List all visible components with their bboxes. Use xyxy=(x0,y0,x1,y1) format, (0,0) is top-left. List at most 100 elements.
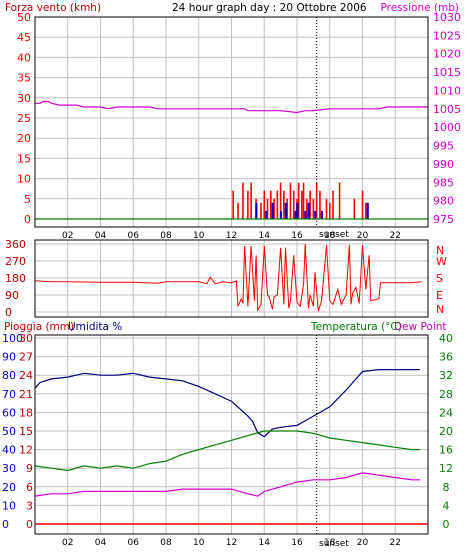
panel1-xtick-label: 12 xyxy=(226,231,237,241)
panel1-wind-bar xyxy=(279,210,283,219)
panel1-right-label: Pressione (mb) xyxy=(380,2,459,14)
panel1-gust-bar xyxy=(332,190,334,219)
panel1-gust-bar xyxy=(306,198,308,219)
panel1-gust-bar xyxy=(302,182,305,219)
panel3-ytick-temp: 28 xyxy=(439,388,453,401)
panel1-gust-bar xyxy=(292,190,295,219)
panel1-xtick-label: 08 xyxy=(160,231,172,241)
panel3-xtick-label: 02 xyxy=(62,538,73,548)
panel3-ytick-rain: 15 xyxy=(19,425,33,438)
panel1-wind-bar xyxy=(294,210,297,219)
panel3-ytick-temp: 0 xyxy=(443,518,450,531)
panel2-compass-label: N xyxy=(436,244,444,257)
panel1-wind-bar xyxy=(304,210,307,219)
panel1-sunset-label: sunset xyxy=(319,230,349,240)
panel3-ytick-temp: 20 xyxy=(439,425,453,438)
panel3-xtick-label: 04 xyxy=(95,538,107,548)
panel3-ytick-temp: 4 xyxy=(443,499,450,512)
panel1-ytick-right: 990 xyxy=(433,158,454,171)
panel3-xtick-label: 06 xyxy=(128,538,140,548)
panel3-ytick-rain: 21 xyxy=(19,388,33,401)
panel3-ytick-temp: 24 xyxy=(439,406,453,419)
panel2-frame xyxy=(34,239,429,318)
panel1-xtick-label: 18 xyxy=(324,231,336,241)
panel1-gust-bar xyxy=(279,182,282,219)
panel1-xtick-label: 06 xyxy=(128,231,140,241)
panel3-ytick-rain: 3 xyxy=(26,499,33,512)
panel1-ytick-left: 15 xyxy=(17,152,31,165)
panel3-ytick-humidity: 90 xyxy=(2,351,16,364)
panel1-pressure-line xyxy=(35,100,428,114)
panel2-ytick: 270 xyxy=(5,255,26,268)
panel1-gust-bar xyxy=(242,182,244,219)
panel1-gust-bar xyxy=(338,182,341,219)
panel1-xtick-label: 04 xyxy=(95,231,107,241)
panel1-ytick-right: 1000 xyxy=(433,121,461,134)
panel3-dew-label: Dew Point xyxy=(394,321,447,333)
panel1-gust-bar xyxy=(353,198,356,219)
panel2-compass-label: W xyxy=(436,255,447,268)
panel3-ytick-rain: 30 xyxy=(19,332,33,345)
panel3-ytick-humidity: 0 xyxy=(2,518,9,531)
panel1-xtick-label: 20 xyxy=(357,231,369,241)
panel3-humidity-line xyxy=(34,369,420,438)
panel3-humidity-label: Umidita % xyxy=(68,321,122,333)
panel1-xtick-label: 16 xyxy=(291,231,303,241)
panel3-rain-label: Pioggia (mm) xyxy=(4,321,74,333)
panel3-frame xyxy=(34,334,429,535)
panel1-wind-bar xyxy=(271,202,274,219)
panel3-ytick-temp: 40 xyxy=(439,332,453,345)
panel1-ytick-right: 1015 xyxy=(433,66,461,79)
panel1-ytick-left: 0 xyxy=(24,213,31,226)
panel3-ytick-temp: 16 xyxy=(439,444,453,457)
panel1-xtick-label: 02 xyxy=(62,231,73,241)
panel3-ytick-humidity: 100 xyxy=(2,332,23,345)
panel1-ytick-right: 995 xyxy=(433,140,454,153)
panel2-ytick: 0 xyxy=(5,306,12,319)
panel2-compass-label: S xyxy=(436,272,443,285)
panel1-gust-bar xyxy=(361,190,364,219)
panel1-gust-bar xyxy=(270,190,272,219)
panel3-xtick-label: 22 xyxy=(390,538,401,548)
panel1-ytick-left: 45 xyxy=(17,31,31,44)
panel1-gust-bar xyxy=(247,190,249,219)
panel1-gust-bar xyxy=(325,198,328,219)
panel3-ytick-humidity: 60 xyxy=(2,406,16,419)
panel3-ytick-humidity: 80 xyxy=(2,369,16,382)
panel3-ytick-humidity: 30 xyxy=(2,462,16,475)
panel1-wind-bar xyxy=(284,202,287,219)
panel3-ytick-rain: 12 xyxy=(19,444,33,457)
panel2-ytick: 90 xyxy=(5,289,19,302)
panel1-xtick-label: 10 xyxy=(193,231,205,241)
panel3-ytick-temp: 36 xyxy=(439,351,453,364)
panel1-wind-bar xyxy=(366,202,369,219)
panel1-ytick-left: 35 xyxy=(17,72,31,85)
panel3-temp-label: Temperatura (°C) xyxy=(310,321,402,333)
panel1-title: 24 hour graph day : 20 Ottobre 2006 xyxy=(172,2,367,14)
panel1-ytick-left: 25 xyxy=(17,112,31,125)
panel1-gust-bar xyxy=(315,182,318,219)
panel2-ytick: 180 xyxy=(5,272,26,285)
panel3-xtick-label: 18 xyxy=(324,538,336,548)
panel1-gust-bar xyxy=(260,202,262,219)
panel1-ytick-right: 985 xyxy=(433,176,454,189)
panel3-xtick-label: 10 xyxy=(193,538,205,548)
panel1-gust-bar xyxy=(263,190,266,219)
panel3-ytick-rain: 0 xyxy=(26,518,33,531)
panel1-wind-bar xyxy=(307,202,310,219)
panel3-ytick-rain: 24 xyxy=(19,369,33,382)
panel1-gust-bar xyxy=(276,190,279,219)
panel3-ytick-humidity: 20 xyxy=(2,481,16,494)
panel1-wind-bar xyxy=(296,202,299,219)
panel1-xtick-label: 14 xyxy=(259,231,271,241)
panel3-xtick-label: 14 xyxy=(259,538,271,548)
panel3-temperature-line xyxy=(34,430,420,472)
panel1-wind-bar xyxy=(320,210,323,219)
panel3-ytick-humidity: 10 xyxy=(2,499,16,512)
panel1-gust-bar xyxy=(232,190,234,219)
panel2-ytick: 360 xyxy=(5,238,26,251)
panel1-ytick-right: 1025 xyxy=(433,29,461,42)
panel1-wind-bar xyxy=(265,210,268,219)
